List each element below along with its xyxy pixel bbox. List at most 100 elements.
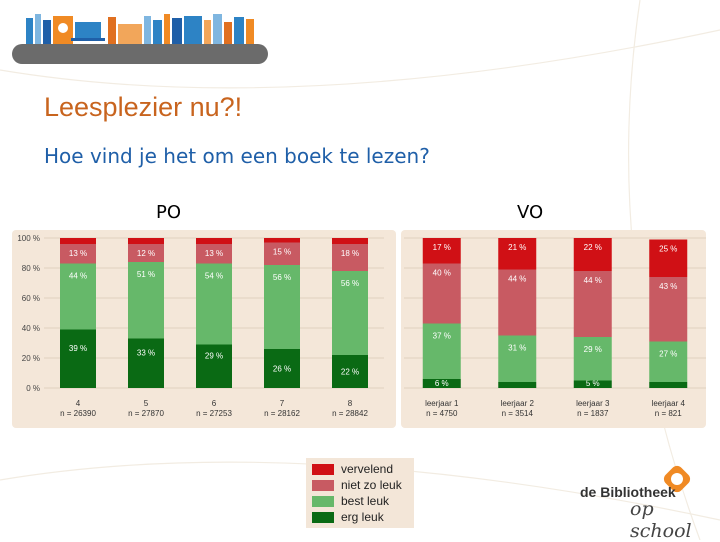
bar-segment	[498, 269, 537, 336]
y-tick-label: 80 %	[22, 264, 40, 273]
books-header-icon	[26, 14, 254, 44]
legend-swatch	[312, 480, 334, 491]
x-tick-sublabel: n = 1837	[577, 409, 609, 418]
bar-segment	[498, 335, 537, 382]
data-label: 54 %	[205, 272, 223, 281]
legend-item-erg-leuk: erg leuk	[312, 510, 412, 525]
data-label: 33 %	[137, 348, 155, 357]
y-tick-label: 100 %	[17, 234, 40, 243]
data-label: 13 %	[69, 249, 87, 258]
bar-segment	[196, 263, 232, 345]
legend-label: erg leuk	[341, 510, 384, 524]
legend-label: niet zo leuk	[341, 478, 402, 492]
slide-title: Leesplezier nu?!	[44, 92, 243, 122]
x-tick-label: 5	[144, 399, 149, 408]
slide-subtitle: Hoe vind je het om een boek te lezen?	[44, 144, 430, 168]
bar-segment	[128, 244, 164, 262]
legend-swatch	[312, 496, 334, 507]
legend-item-best-leuk: best leuk	[312, 494, 412, 509]
x-tick-sublabel: n = 26390	[60, 409, 96, 418]
data-label: 21 %	[508, 243, 526, 252]
logo-line2: op school	[630, 498, 692, 542]
bar-segment	[60, 329, 96, 388]
bar-segment	[196, 238, 232, 244]
data-label: 22 %	[584, 243, 602, 252]
x-tick-label: leerjaar 2	[501, 399, 535, 408]
bar-segment	[422, 323, 461, 379]
bar-segment	[332, 238, 368, 244]
x-tick-label: 6	[212, 399, 217, 408]
x-tick-sublabel: n = 27253	[196, 409, 232, 418]
bar-segment	[196, 244, 232, 264]
data-label: 40 %	[433, 269, 451, 278]
legend-swatch	[312, 464, 334, 475]
data-label: 44 %	[508, 275, 526, 284]
x-tick-label: 7	[280, 399, 285, 408]
bar-segment	[60, 244, 96, 264]
y-tick-label: 20 %	[22, 354, 40, 363]
x-tick-sublabel: n = 3514	[502, 409, 534, 418]
data-label: 31 %	[508, 344, 526, 353]
legend-item-niet-zo-leuk: niet zo leuk	[312, 478, 412, 493]
legend-label: best leuk	[341, 494, 390, 508]
header-shelf	[12, 44, 268, 64]
x-tick-label: leerjaar 3	[576, 399, 610, 408]
x-tick-label: leerjaar 4	[652, 399, 686, 408]
data-label: 18 %	[341, 249, 359, 258]
data-label: 15 %	[273, 248, 291, 257]
bar-segment	[573, 380, 612, 388]
data-label: 39 %	[69, 344, 87, 353]
bar-segment	[649, 239, 688, 277]
data-label: 44 %	[69, 272, 87, 281]
y-tick-label: 60 %	[22, 294, 40, 303]
bar-segment	[649, 277, 688, 342]
bar-segment	[264, 242, 300, 265]
bar-segment	[264, 349, 300, 388]
bar-segment	[422, 263, 461, 324]
bar-segment	[498, 382, 537, 388]
chart-legend: vervelend niet zo leuk best leuk erg leu…	[306, 458, 414, 528]
x-tick-label: 8	[348, 399, 353, 408]
bar-segment	[422, 379, 461, 388]
bar-segment	[422, 238, 461, 264]
bar-segment	[332, 355, 368, 388]
bar-segment	[128, 262, 164, 339]
data-label: 29 %	[584, 345, 602, 354]
data-label: 27 %	[659, 350, 677, 359]
x-tick-sublabel: n = 27870	[128, 409, 164, 418]
x-tick-sublabel: n = 28162	[264, 409, 300, 418]
data-label: 5 %	[586, 379, 600, 388]
legend-label: vervelend	[341, 462, 394, 476]
legend-item-vervelend: vervelend	[312, 462, 412, 477]
data-label: 51 %	[137, 270, 155, 279]
data-label: 22 %	[341, 368, 359, 377]
data-label: 26 %	[273, 365, 291, 374]
y-tick-label: 0 %	[26, 384, 40, 393]
bar-segment	[264, 265, 300, 349]
bar-segment	[573, 337, 612, 381]
logo-badge-inner	[671, 473, 683, 485]
bar-segment	[498, 238, 537, 270]
bar-segment	[573, 238, 612, 271]
bibliotheek-logo: de Bibliotheek op school	[576, 463, 706, 542]
bar-segment	[649, 341, 688, 382]
data-label: 25 %	[659, 245, 677, 254]
bar-segment	[128, 338, 164, 388]
data-label: 12 %	[137, 249, 155, 258]
data-label: 13 %	[205, 249, 223, 258]
data-label: 43 %	[659, 282, 677, 291]
data-label: 6 %	[435, 379, 449, 388]
x-tick-label: leerjaar 1	[425, 399, 459, 408]
data-label: 17 %	[433, 243, 451, 252]
data-label: 29 %	[205, 351, 223, 360]
bar-segment	[332, 244, 368, 271]
legend-swatch	[312, 512, 334, 523]
bar-segment	[573, 271, 612, 337]
bar-segment	[649, 382, 688, 388]
data-label: 44 %	[584, 276, 602, 285]
x-tick-label: 4	[76, 399, 81, 408]
data-label: 56 %	[341, 279, 359, 288]
data-label: 56 %	[273, 273, 291, 282]
x-tick-sublabel: n = 821	[655, 409, 682, 418]
